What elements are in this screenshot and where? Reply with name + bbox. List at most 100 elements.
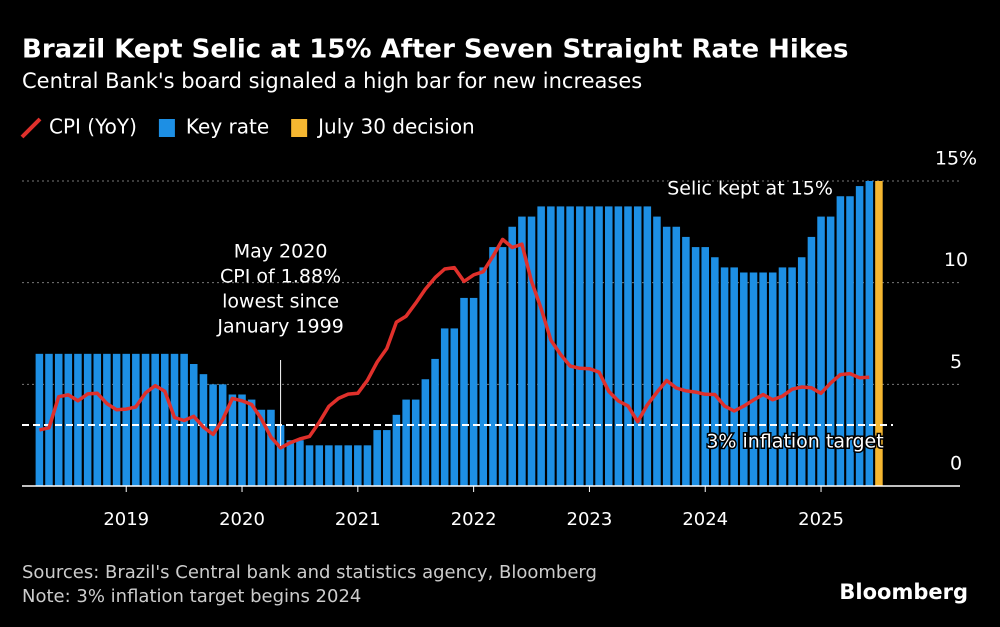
brand-logo: Bloomberg (839, 580, 968, 604)
bar (421, 379, 430, 486)
bar (431, 358, 439, 486)
bar (614, 206, 623, 486)
bar (711, 257, 719, 486)
bar (450, 328, 459, 486)
bar (537, 206, 545, 486)
annotation-text: January 1999 (216, 316, 343, 338)
bar (103, 353, 111, 486)
chart-subtitle: Central Bank's board signaled a high bar… (22, 69, 642, 93)
bar (112, 353, 121, 486)
bar (132, 353, 140, 486)
bar (440, 328, 449, 486)
bar (469, 297, 478, 486)
bar (498, 247, 507, 486)
source-note: Sources: Brazil's Central bank and stati… (22, 562, 597, 583)
bar (402, 399, 410, 486)
bar (778, 267, 787, 486)
bar (759, 272, 767, 486)
bar (363, 445, 372, 486)
bar (508, 226, 516, 486)
bar (286, 440, 295, 486)
bar (325, 445, 333, 486)
x-tick-label: 2020 (219, 509, 265, 530)
bar (141, 353, 150, 486)
bar (392, 414, 401, 486)
y-tick-label: 5 (950, 351, 962, 373)
bar (479, 267, 488, 486)
bar (238, 394, 246, 486)
bar (489, 247, 497, 486)
bar (788, 267, 796, 486)
bar (170, 353, 179, 486)
x-tick-label: 2023 (567, 509, 613, 530)
bar (701, 247, 709, 486)
bar (846, 196, 854, 486)
bar (373, 430, 381, 486)
x-tick-label: 2019 (103, 509, 149, 530)
bar (218, 384, 227, 486)
bar (605, 206, 613, 486)
bar (411, 399, 420, 486)
bar (315, 445, 324, 486)
bar (826, 216, 835, 487)
x-tick-label: 2024 (682, 509, 728, 530)
bar (653, 216, 661, 487)
bar (797, 257, 806, 486)
legend-swatch (20, 117, 42, 139)
bar (54, 353, 63, 486)
bar (691, 247, 700, 486)
bar (199, 374, 208, 486)
annotation-text: lowest since (222, 291, 339, 313)
y-tick-label: 15% (935, 148, 977, 170)
y-tick-label: 0 (950, 453, 962, 475)
bar (122, 353, 130, 486)
bar (161, 353, 169, 486)
bar (276, 425, 285, 486)
chart-title: Brazil Kept Selic at 15% After Seven Str… (22, 35, 849, 65)
bar (643, 206, 652, 486)
bar (64, 353, 73, 486)
bar (633, 206, 642, 486)
bar (247, 399, 256, 486)
bar (74, 353, 82, 486)
bar (865, 181, 874, 486)
bar (768, 272, 777, 486)
x-tick-label: 2021 (335, 509, 381, 530)
bar (836, 196, 845, 486)
bar (296, 440, 304, 486)
bar (720, 267, 729, 486)
bar (35, 353, 44, 486)
legend-label: Key rate (186, 115, 269, 139)
bar (228, 394, 237, 486)
bar (344, 445, 352, 486)
bar (672, 226, 681, 486)
bar (460, 297, 468, 486)
bar (354, 445, 362, 486)
bar (305, 445, 314, 486)
bar (83, 353, 92, 486)
bar (730, 267, 738, 486)
y-tick-label: 10 (944, 249, 968, 271)
annotation-text: CPI of 1.88% (220, 266, 341, 288)
legend-swatch (291, 119, 308, 137)
x-tick-label: 2022 (451, 509, 497, 530)
bar (527, 216, 536, 487)
legend-swatch (158, 119, 175, 137)
bar (740, 272, 748, 486)
annotation-text: Selic kept at 15% (667, 178, 833, 200)
legend-label: July 30 decision (316, 115, 475, 139)
bar (662, 226, 671, 486)
bar (93, 353, 102, 486)
bar (585, 206, 594, 486)
bar (624, 206, 632, 486)
bar (566, 206, 574, 486)
legend-label: CPI (YoY) (49, 115, 137, 139)
bar (267, 409, 275, 486)
bar (576, 206, 584, 486)
annotation-text: May 2020 (234, 241, 328, 263)
footnote: Note: 3% inflation target begins 2024 (22, 586, 361, 607)
bar (518, 216, 526, 487)
bar (383, 430, 391, 486)
bar (257, 409, 266, 486)
